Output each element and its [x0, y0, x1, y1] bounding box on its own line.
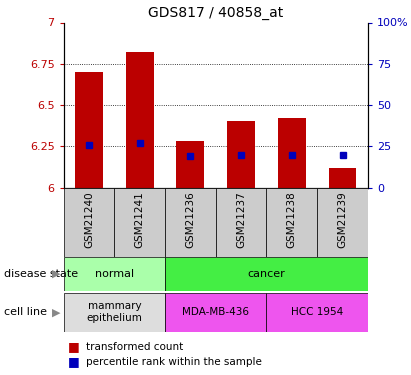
Text: ▶: ▶ [52, 307, 61, 317]
Bar [266, 292, 368, 332]
Text: ■: ■ [68, 356, 80, 368]
Bar [64, 292, 165, 332]
Bar [176, 141, 204, 188]
Bar [266, 188, 317, 257]
Bar [165, 292, 266, 332]
Text: cell line: cell line [4, 307, 47, 317]
Bar [75, 72, 103, 188]
Text: GSM21236: GSM21236 [185, 191, 195, 248]
Text: GSM21237: GSM21237 [236, 191, 246, 248]
Bar [126, 52, 154, 188]
Bar [227, 122, 255, 188]
Text: GSM21239: GSM21239 [337, 191, 347, 248]
Text: MDA-MB-436: MDA-MB-436 [182, 307, 249, 317]
Bar [278, 118, 306, 188]
Bar [165, 257, 368, 291]
Bar [216, 188, 266, 257]
Text: GSM21241: GSM21241 [135, 191, 145, 248]
Bar [328, 168, 356, 188]
Title: GDS817 / 40858_at: GDS817 / 40858_at [148, 6, 284, 20]
Text: ▶: ▶ [52, 269, 61, 279]
Bar [114, 188, 165, 257]
Text: percentile rank within the sample: percentile rank within the sample [86, 357, 262, 367]
Bar [317, 188, 368, 257]
Text: HCC 1954: HCC 1954 [291, 307, 343, 317]
Text: cancer: cancer [247, 269, 285, 279]
Text: ■: ■ [68, 340, 80, 353]
Text: transformed count: transformed count [86, 342, 184, 352]
Bar [64, 188, 114, 257]
Text: mammary
epithelium: mammary epithelium [86, 302, 142, 323]
Text: normal: normal [95, 269, 134, 279]
Text: GSM21240: GSM21240 [84, 191, 94, 248]
Bar [165, 188, 216, 257]
Bar [64, 257, 165, 291]
Text: disease state: disease state [4, 269, 78, 279]
Text: GSM21238: GSM21238 [287, 191, 297, 248]
